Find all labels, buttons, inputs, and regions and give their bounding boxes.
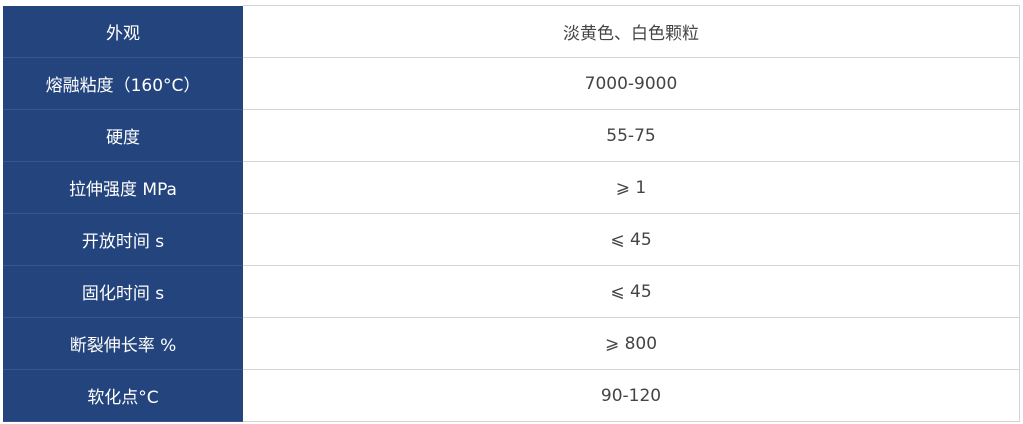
property-value: ⩾ 1 bbox=[243, 161, 1020, 214]
property-label: 开放时间 s bbox=[3, 213, 243, 266]
property-label: 软化点°C bbox=[3, 369, 243, 422]
table-row: 外观 淡黄色、白色颗粒 bbox=[3, 5, 1020, 58]
table-row: 硬度 55-75 bbox=[3, 109, 1020, 162]
property-value: ⩽ 45 bbox=[243, 265, 1020, 318]
property-value: 7000-9000 bbox=[243, 57, 1020, 110]
property-label: 外观 bbox=[3, 5, 243, 58]
table-row: 固化时间 s ⩽ 45 bbox=[3, 265, 1020, 318]
spec-table: 外观 淡黄色、白色颗粒 熔融粘度（160°C） 7000-9000 硬度 55-75 拉伸强… bbox=[3, 5, 1020, 422]
property-value: ⩽ 45 bbox=[243, 213, 1020, 266]
property-value: 55-75 bbox=[243, 109, 1020, 162]
property-value: ⩾ 800 bbox=[243, 317, 1020, 370]
spec-table-body: 外观 淡黄色、白色颗粒 熔融粘度（160°C） 7000-9000 硬度 55-75 拉伸强… bbox=[3, 5, 1020, 422]
table-row: 软化点°C 90-120 bbox=[3, 369, 1020, 422]
property-label: 断裂伸长率 % bbox=[3, 317, 243, 370]
property-value: 淡黄色、白色颗粒 bbox=[243, 5, 1020, 58]
property-label: 固化时间 s bbox=[3, 265, 243, 318]
property-label: 硬度 bbox=[3, 109, 243, 162]
property-value: 90-120 bbox=[243, 369, 1020, 422]
property-label: 拉伸强度 MPa bbox=[3, 161, 243, 214]
table-row: 开放时间 s ⩽ 45 bbox=[3, 213, 1020, 266]
table-row: 断裂伸长率 % ⩾ 800 bbox=[3, 317, 1020, 370]
table-row: 熔融粘度（160°C） 7000-9000 bbox=[3, 57, 1020, 110]
property-label: 熔融粘度（160°C） bbox=[3, 57, 243, 110]
table-row: 拉伸强度 MPa ⩾ 1 bbox=[3, 161, 1020, 214]
